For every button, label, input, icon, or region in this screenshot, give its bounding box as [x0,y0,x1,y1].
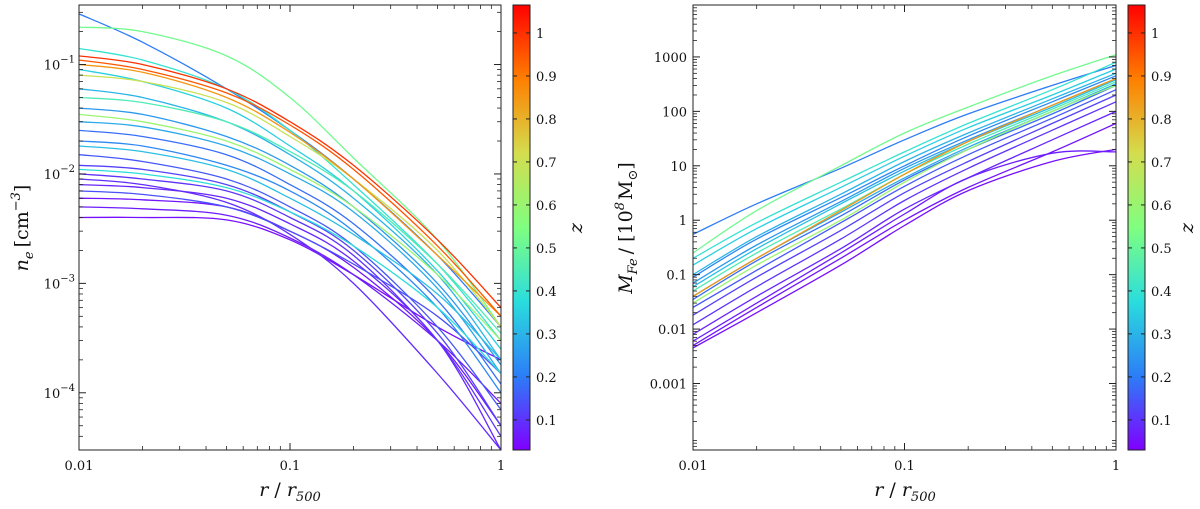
right-colorbar-tick-label: 0.8 [1151,113,1172,128]
right-series-line [693,72,1116,276]
left-y-tick-label: 10−2 [44,164,75,183]
right-x-axis-label: r / r500 [874,479,936,505]
right-series-line [693,150,1116,342]
right-colorbar-ticks: 0.1 0.2 0.3 0.4 0.5 0.6 0.7 0.8 0.9 1 [1128,27,1172,429]
left-x-axis-label: r / r500 [259,479,321,505]
left-y-tick-label: 10−3 [44,273,75,292]
right-series-line [693,84,1116,301]
right-series-line [693,122,1116,347]
left-colorbar-label: z [565,222,587,234]
right-colorbar-gradient [1127,4,1146,451]
right-series-line [693,148,1116,349]
right-y-tick-label: 0.01 [658,323,687,338]
right-colorbar-tick-label: 0.6 [1151,199,1172,214]
left-series-line [79,63,501,317]
right-y-tick-label: 0.001 [650,377,687,392]
left-x-tick-label: 0.1 [280,459,301,474]
left-y-tick-label: 10−4 [44,383,75,402]
right-colorbar: 0.1 0.2 0.3 0.4 0.5 0.6 0.7 0.8 0.9 1 z [1127,4,1198,451]
right-x-tick-label: 1 [1112,459,1120,474]
left-colorbar-tick-label: 0.4 [536,285,557,300]
left-colorbar-gradient [512,4,531,451]
right-series-line [693,61,1116,259]
left-colorbar-tick-label: 0.8 [536,113,557,128]
right-axes-frame [692,4,1117,451]
right-colorbar-tick-label: 0.7 [1151,156,1172,171]
right-series-line [693,54,1116,254]
right-series-line [693,89,1116,308]
left-series-group [79,13,501,450]
left-axes-frame [78,4,502,451]
right-series-line [693,68,1116,266]
left-series-line [79,173,501,437]
left-series-line [79,129,501,385]
right-y-tick-label: 1000 [654,51,687,66]
left-colorbar-ticks: 0.1 0.2 0.3 0.4 0.5 0.6 0.7 0.8 0.9 1 [513,27,557,429]
right-colorbar-tick-label: 0.3 [1151,328,1172,343]
left-series-line [79,74,501,328]
right-y-tick-label: 10 [670,160,687,175]
right-series-line [693,110,1116,335]
right-series-line [693,84,1116,304]
left-series-line [79,178,501,450]
right-colorbar-label: z [1176,222,1198,234]
left-ticks: 0.01 0.1 1 10−1 10−2 10−3 10−4 [44,5,505,474]
right-x-tick-label: 0.1 [894,459,915,474]
left-series-line [79,121,501,374]
right-series-line [693,75,1116,278]
left-x-tick-label: 0.01 [65,459,94,474]
right-series-line [693,77,1116,297]
left-colorbar-tick-label: 1 [536,27,544,42]
right-colorbar-tick-label: 0.1 [1151,414,1172,429]
right-plot-area [693,5,1116,450]
right-colorbar-tick-label: 0.9 [1151,70,1172,85]
right-series-line [693,79,1116,288]
left-x-tick-label: 1 [497,459,505,474]
right-x-tick-label: 0.01 [679,459,708,474]
left-series-line [79,154,501,411]
left-series-line [79,168,501,374]
right-y-tick-label: 0.1 [666,269,687,284]
right-y-axis-label: MFe/ [108M⊙] [613,162,641,295]
left-series-line [79,145,501,361]
left-colorbar-tick-label: 0.1 [536,414,557,429]
left-colorbar-tick-label: 0.5 [536,242,557,257]
right-ticks: 0.01 0.1 1 1000 100 10 1 0.1 0.01 0.001 [650,5,1120,474]
left-y-tick-label: 10−1 [44,55,75,74]
right-colorbar-tick-label: 0.5 [1151,242,1172,257]
right-colorbar-tick-label: 0.2 [1151,371,1172,386]
left-series-line [79,96,501,334]
right-colorbar-tick-label: 0.4 [1151,285,1172,300]
left-series-line [79,59,501,317]
right-y-tick-label: 100 [662,105,687,120]
right-series-line [693,64,1116,235]
left-colorbar-tick-label: 0.7 [536,156,557,171]
left-series-line [79,107,501,366]
left-colorbar-tick-label: 0.2 [536,371,557,386]
left-series-line [79,55,501,309]
left-colorbar: 0.1 0.2 0.3 0.4 0.5 0.6 0.7 0.8 0.9 1 z [512,4,587,451]
left-series-line [79,113,501,342]
left-colorbar-tick-label: 0.9 [536,70,557,85]
right-colorbar-tick-label: 1 [1151,27,1159,42]
left-y-axis-label: ne[cm−3] [9,185,37,272]
right-series-line [693,94,1116,316]
right-series-line [693,101,1116,326]
left-colorbar-tick-label: 0.6 [536,199,557,214]
left-colorbar-tick-label: 0.3 [536,328,557,343]
left-plot-area [79,5,501,450]
right-series-group [693,54,1116,349]
left-series-line [79,190,501,374]
right-y-tick-label: 1 [679,214,687,229]
left-chart: 0.01 0.1 1 10−1 10−2 10−3 10−4 r / r500 ne[cm−… [9,4,505,505]
